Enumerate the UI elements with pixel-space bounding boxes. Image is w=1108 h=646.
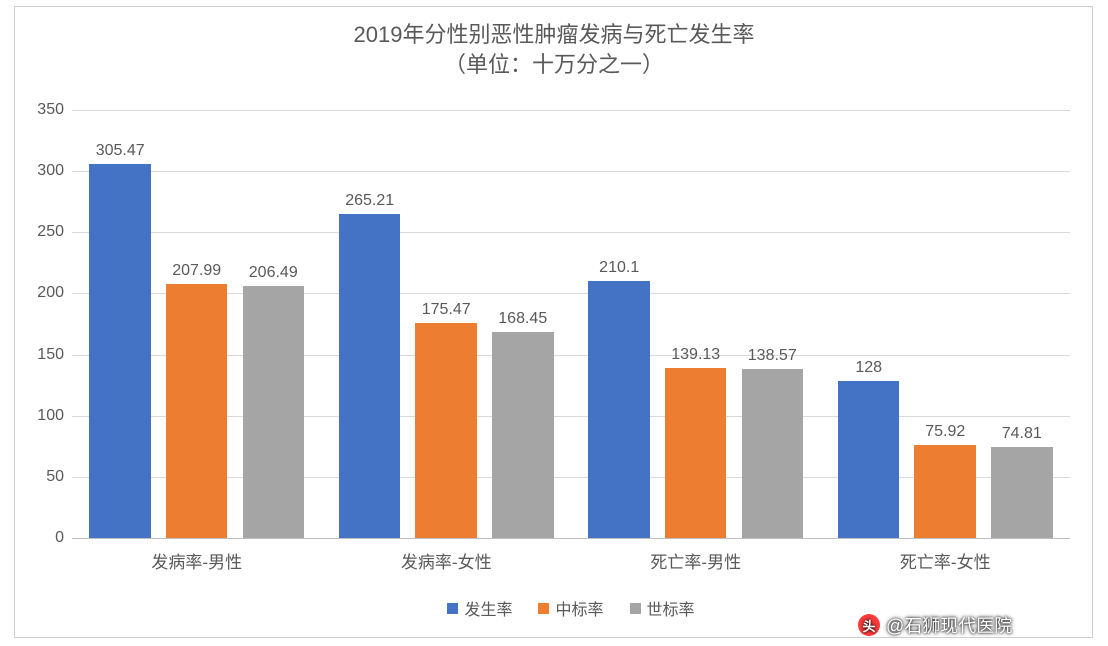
bar: 206.49 <box>243 286 305 539</box>
legend-label: 中标率 <box>555 596 603 620</box>
bar-value-label: 175.47 <box>422 301 471 323</box>
bar-value-label: 265.21 <box>345 192 394 214</box>
bar-value-label: 206.49 <box>249 264 298 286</box>
bar: 139.13 <box>665 368 727 538</box>
bar: 138.57 <box>742 369 804 538</box>
ytick-label: 250 <box>37 223 72 241</box>
bar-value-label: 75.92 <box>925 423 965 445</box>
ytick-label: 100 <box>37 407 72 425</box>
bar-group: 265.21175.47168.45 <box>339 110 554 538</box>
bar-value-label: 305.47 <box>96 142 145 164</box>
bar: 168.45 <box>492 332 554 538</box>
title-line2: （单位：十万分之一） <box>444 52 664 77</box>
category-label: 发病率-男性 <box>72 538 322 573</box>
bar-value-label: 74.81 <box>1002 425 1042 447</box>
legend-item: 发生率 <box>447 596 512 620</box>
bar-value-label: 168.45 <box>498 310 547 332</box>
bar: 265.21 <box>339 214 401 538</box>
legend-item: 世标率 <box>630 596 695 620</box>
bar-value-label: 128 <box>855 359 882 381</box>
title-line1: 2019年分性别恶性肿瘤发病与死亡发生率 <box>354 22 755 47</box>
bar-value-label: 210.1 <box>599 259 639 281</box>
ytick-label: 350 <box>37 101 72 119</box>
legend-swatch <box>447 603 458 614</box>
legend-label: 世标率 <box>647 596 695 620</box>
bar-value-label: 139.13 <box>671 346 720 368</box>
watermark-text: @石狮现代医院 <box>886 612 1012 638</box>
bar: 75.92 <box>914 445 976 538</box>
watermark-icon: 头 <box>858 614 880 636</box>
legend-item: 中标率 <box>538 596 603 620</box>
bar-group: 305.47207.99206.49 <box>89 110 304 538</box>
ytick-label: 200 <box>37 284 72 302</box>
bar-group: 210.1139.13138.57 <box>588 110 803 538</box>
chart-title: 2019年分性别恶性肿瘤发病与死亡发生率 （单位：十万分之一） <box>0 20 1108 79</box>
bar-group: 12875.9274.81 <box>838 110 1053 538</box>
bar: 210.1 <box>588 281 650 538</box>
plot-area: 050100150200250300350305.47207.99206.49发… <box>72 110 1070 538</box>
category-label: 死亡率-男性 <box>571 538 821 573</box>
legend-swatch <box>630 603 641 614</box>
ytick-label: 0 <box>55 529 72 547</box>
bar-value-label: 207.99 <box>172 262 221 284</box>
legend-swatch <box>538 603 549 614</box>
ytick-label: 300 <box>37 162 72 180</box>
category-label: 死亡率-女性 <box>821 538 1071 573</box>
bar: 175.47 <box>415 323 477 538</box>
legend-label: 发生率 <box>464 596 512 620</box>
watermark: 头 头条 @石狮现代医院 <box>858 612 1012 638</box>
bar-value-label: 138.57 <box>748 347 797 369</box>
bar: 305.47 <box>89 164 151 538</box>
bar: 207.99 <box>166 284 228 538</box>
ytick-label: 150 <box>37 346 72 364</box>
ytick-label: 50 <box>46 468 72 486</box>
bar: 128 <box>838 381 900 538</box>
category-label: 发病率-女性 <box>322 538 572 573</box>
bar: 74.81 <box>991 447 1053 538</box>
